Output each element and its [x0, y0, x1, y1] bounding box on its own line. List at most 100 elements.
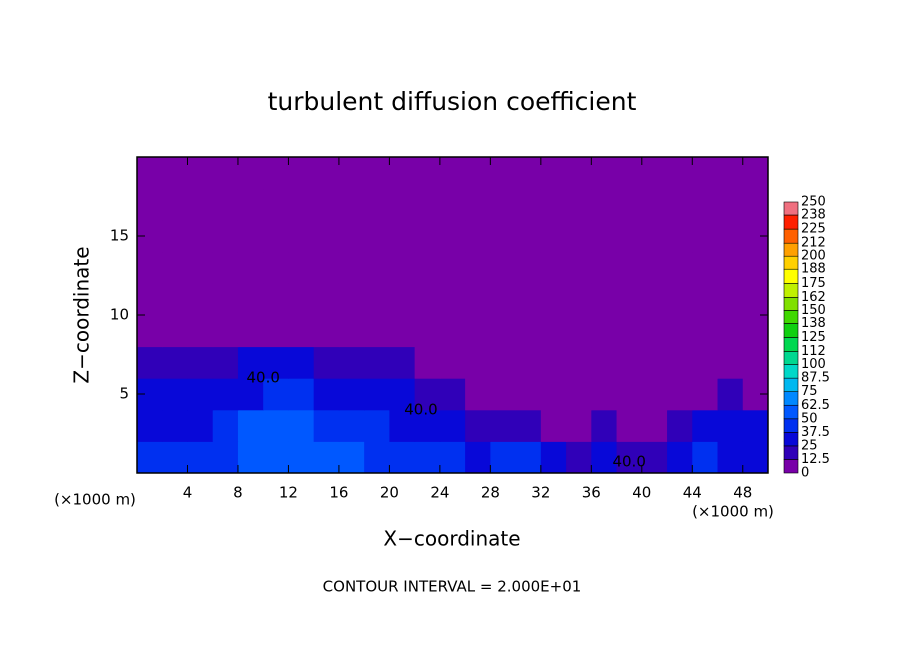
cell [439, 346, 466, 379]
cell [616, 251, 643, 284]
cell [465, 283, 491, 316]
cell [641, 409, 668, 442]
cell [591, 378, 618, 411]
colorbar-band [783, 351, 799, 365]
colorbar-band [783, 214, 799, 230]
colorbar-label: 25 [801, 438, 818, 453]
cell [515, 346, 542, 379]
cell [263, 220, 289, 253]
cell [313, 441, 340, 474]
colorbar-label: 87.5 [801, 371, 830, 386]
cell [162, 346, 188, 379]
colorbar-label: 138 [801, 316, 826, 331]
cell [414, 378, 441, 411]
cell [263, 409, 289, 442]
cell [389, 346, 416, 379]
cell [667, 157, 693, 190]
cell [692, 315, 719, 348]
x-tick-label: 16 [329, 484, 348, 502]
cell [263, 157, 289, 190]
cell [338, 188, 365, 221]
cell [187, 251, 214, 284]
cell [389, 378, 416, 411]
cell [439, 441, 466, 474]
cell [187, 315, 214, 348]
cell [465, 441, 491, 474]
cell [465, 188, 491, 221]
cell [364, 441, 390, 474]
y-tick-label: 10 [110, 306, 129, 324]
cell [641, 188, 668, 221]
x-tick-label: 32 [531, 484, 550, 502]
cell [137, 251, 163, 284]
cell [263, 315, 289, 348]
colorbar-band [783, 201, 799, 216]
cell [667, 283, 693, 316]
cell [439, 220, 466, 253]
cell [540, 251, 567, 284]
cell [667, 378, 693, 411]
colorbar-band [783, 268, 799, 284]
cell [591, 157, 618, 190]
cell [212, 188, 239, 221]
cell [616, 157, 643, 190]
colorbar-band [783, 391, 799, 406]
cell [212, 441, 239, 474]
cell [540, 409, 567, 442]
cell [313, 251, 340, 284]
cell [439, 157, 466, 190]
cell [414, 441, 441, 474]
colorbar-band [783, 337, 799, 352]
colorbar-label: 62.5 [801, 398, 830, 413]
colorbar-label: 75 [801, 384, 818, 399]
x-tick-label: 4 [183, 484, 193, 502]
colorbar-label: 225 [801, 222, 826, 237]
cell [212, 378, 239, 411]
cell [540, 346, 567, 379]
cell [515, 441, 542, 474]
cell [616, 441, 643, 474]
x-tick-label: 36 [582, 484, 601, 502]
colorbar-label: 212 [801, 236, 826, 251]
colorbar-band [783, 404, 799, 420]
colorbar-band [783, 310, 799, 324]
cell [364, 283, 390, 316]
cell [137, 283, 163, 316]
cell [566, 441, 592, 474]
cell [338, 283, 365, 316]
y-tick-label: 5 [119, 385, 129, 403]
cell [641, 283, 668, 316]
y-tick-label: 15 [110, 227, 129, 245]
cell [667, 409, 693, 442]
cell [414, 315, 441, 348]
cell [414, 220, 441, 253]
cell [717, 220, 744, 253]
cell [540, 441, 567, 474]
cell [692, 346, 719, 379]
cell [591, 220, 618, 253]
cell [187, 409, 214, 442]
cell [465, 346, 491, 379]
cell [313, 220, 340, 253]
cell [187, 346, 214, 379]
colorbar-band [783, 242, 799, 257]
cell [717, 188, 744, 221]
cell [717, 409, 744, 442]
cell [692, 188, 719, 221]
cell [616, 220, 643, 253]
x-tick-label: 24 [430, 484, 449, 502]
cell [187, 283, 214, 316]
cell [313, 283, 340, 316]
colorbar-label: 125 [801, 330, 826, 345]
cell [641, 157, 668, 190]
cell [137, 346, 163, 379]
colorbar-label: 112 [801, 344, 826, 359]
cell [667, 441, 693, 474]
cell [212, 409, 239, 442]
cell [490, 346, 517, 379]
cell [641, 251, 668, 284]
cell [338, 441, 365, 474]
cell [414, 283, 441, 316]
cell [717, 251, 744, 284]
